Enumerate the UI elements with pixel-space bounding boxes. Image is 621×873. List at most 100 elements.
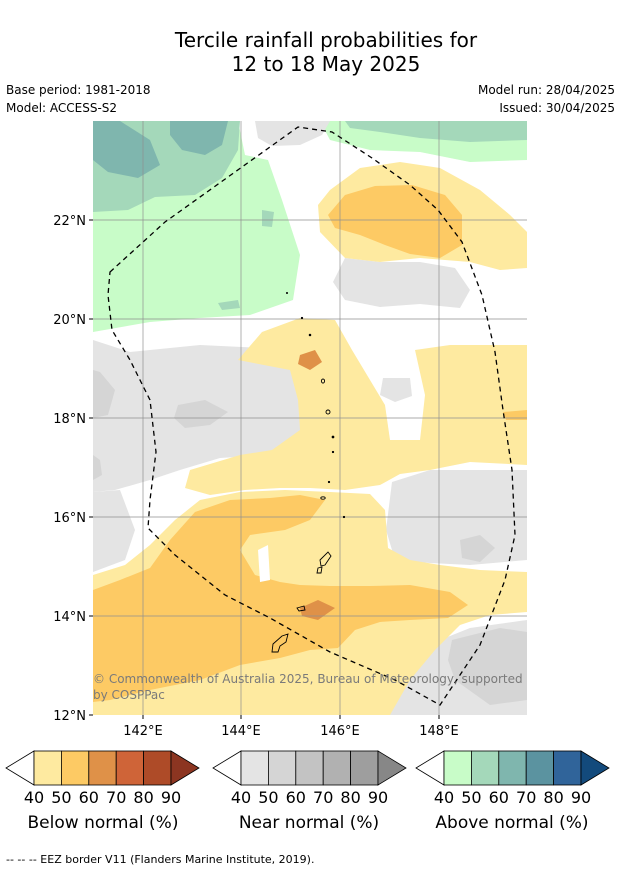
near-normal-colorbar-bin [295, 750, 324, 786]
model-name: Model: ACCESS-S2 [6, 101, 118, 115]
near-normal-colorbar-tick-label: 70 [313, 788, 333, 807]
above-normal-colorbar: 40 50 60 70 80 90 [415, 750, 610, 807]
island-uracas [285, 291, 289, 295]
below-normal-40-region [185, 318, 527, 495]
island-rota [296, 605, 306, 612]
below-normal-colorbar-tick-label: 70 [106, 788, 126, 807]
below-normal-50-region [328, 185, 462, 258]
below-normal-60-region [300, 600, 335, 620]
near-normal-colorbar: 40 50 60 70 80 90 [212, 750, 407, 807]
lat-label-18n: 18°N [53, 412, 86, 427]
island-saipan [319, 551, 332, 567]
island-guam [271, 633, 289, 653]
island-anatahan [320, 496, 326, 500]
below-normal-60-region [298, 350, 322, 370]
below-normal-colorbar-tick-label: 50 [51, 788, 71, 807]
island-farallon [300, 316, 304, 320]
legends: 40 50 60 70 80 90 40 50 60 70 80 90 40 50 60 70 80 90 [5, 750, 610, 807]
lon-label-142e: 142°E [123, 724, 163, 739]
below-normal-colorbar-bin [61, 750, 90, 786]
below-normal-colorbar-bin [88, 750, 117, 786]
map-title: Tercile rainfall probabilities for 12 to… [0, 28, 621, 76]
lon-label-146e: 146°E [320, 724, 360, 739]
above-normal-50-region [218, 300, 240, 310]
island-guguan [331, 435, 335, 439]
near-normal-50-region [93, 455, 102, 480]
near-normal-50-region [174, 400, 228, 428]
lon-label-148e: 148°E [419, 724, 459, 739]
island-pagan [320, 378, 326, 384]
below-normal-colorbar-bin [115, 750, 144, 786]
islands [271, 291, 346, 653]
meta-right: Model run: 28/04/2025 Issued: 30/04/2025 [478, 81, 615, 117]
near-normal-colorbar-bin [240, 750, 269, 786]
legend-title-below-normal: Below normal (%) [27, 813, 179, 833]
base-period: Base period: 1981-2018 [6, 83, 151, 97]
eez-footnote: -- -- -- EEZ border V11 (Flanders Marine… [6, 853, 315, 866]
eez-border [107, 126, 516, 706]
no-signal-region [258, 545, 270, 582]
above-normal-50-region [345, 121, 527, 142]
below-normal-50-region [503, 410, 527, 420]
near-normal-colorbar-tick-label: 90 [368, 788, 388, 807]
legend-title-near-normal: Near normal (%) [238, 813, 380, 833]
above-normal-colorbar-min-arrow [415, 750, 445, 786]
copyright-line-1: © Commonwealth of Australia 2025, Bureau… [93, 672, 523, 686]
near-normal-colorbar-tick-label: 60 [286, 788, 306, 807]
near-normal-40-region [380, 378, 412, 402]
tick-marks [89, 219, 440, 719]
issued-date: Issued: 30/04/2025 [499, 101, 615, 115]
below-normal-colorbar-bin [33, 750, 62, 786]
above-normal-colorbar-tick-label: 70 [516, 788, 536, 807]
above-normal-colorbar-tick-label: 40 [434, 788, 454, 807]
below-normal-50-region [93, 495, 468, 702]
near-normal-colorbar-tick-label: 50 [258, 788, 278, 807]
above-normal-colorbar-bin [553, 750, 582, 786]
above-normal-50-region [262, 210, 274, 227]
copyright-notice: © Commonwealth of Australia 2025, Bureau… [93, 671, 523, 703]
model-run: Model run: 28/04/2025 [477, 83, 615, 97]
below-normal-colorbar: 40 50 60 70 80 90 [5, 750, 200, 807]
near-normal-50-region [93, 370, 115, 418]
island-medinilla [342, 515, 346, 519]
legend-title-above-normal: Above normal (%) [435, 813, 589, 833]
title-line-2: 12 to 18 May 2025 [231, 52, 421, 76]
lat-label-22n: 22°N [53, 214, 86, 229]
above-normal-colorbar-bin [470, 750, 500, 786]
below-normal-colorbar-tick-label: 60 [79, 788, 99, 807]
tick-labels: 22°N 20°N 18°N 16°N 14°N 12°N 142°E 144°… [53, 214, 459, 739]
near-normal-50-region [448, 628, 527, 705]
lat-label-12n: 12°N [53, 709, 86, 724]
lon-label-144e: 144°E [221, 724, 261, 739]
lat-label-14n: 14°N [53, 610, 86, 625]
lat-label-16n: 16°N [53, 511, 86, 526]
below-normal-colorbar-bin [143, 750, 172, 786]
copyright-line-2: by COSPPac [93, 688, 165, 702]
below-normal-colorbar-tick-label: 90 [161, 788, 181, 807]
near-normal-50-region [460, 535, 495, 562]
near-normal-colorbar-bin [267, 750, 297, 786]
near-normal-colorbar-min-arrow [212, 750, 242, 786]
near-normal-40-region [386, 470, 527, 565]
island-zealandia [327, 480, 331, 484]
above-normal-colorbar-bin [498, 750, 527, 786]
above-normal-colorbar-tick-label: 60 [489, 788, 509, 807]
above-normal-colorbar-bin [525, 750, 555, 786]
gridlines [93, 121, 527, 715]
near-normal-40-region [255, 121, 330, 146]
above-normal-colorbar-max-arrow [580, 750, 610, 786]
near-normal-40-region [93, 490, 135, 572]
island-alamagan [325, 409, 331, 415]
title-line-1: Tercile rainfall probabilities for [174, 28, 478, 52]
island-maug [308, 333, 312, 337]
island-tinian [316, 566, 323, 574]
near-normal-colorbar-bin [322, 750, 352, 786]
near-normal-colorbar-tick-label: 40 [231, 788, 251, 807]
near-normal-40-region [333, 258, 470, 308]
above-normal-colorbar-tick-label: 90 [571, 788, 591, 807]
island-sarigan [331, 450, 335, 454]
below-normal-colorbar-tick-label: 80 [133, 788, 153, 807]
near-normal-colorbar-bin [350, 750, 379, 786]
meta-left: Base period: 1981-2018 Model: ACCESS-S2 [6, 81, 151, 117]
